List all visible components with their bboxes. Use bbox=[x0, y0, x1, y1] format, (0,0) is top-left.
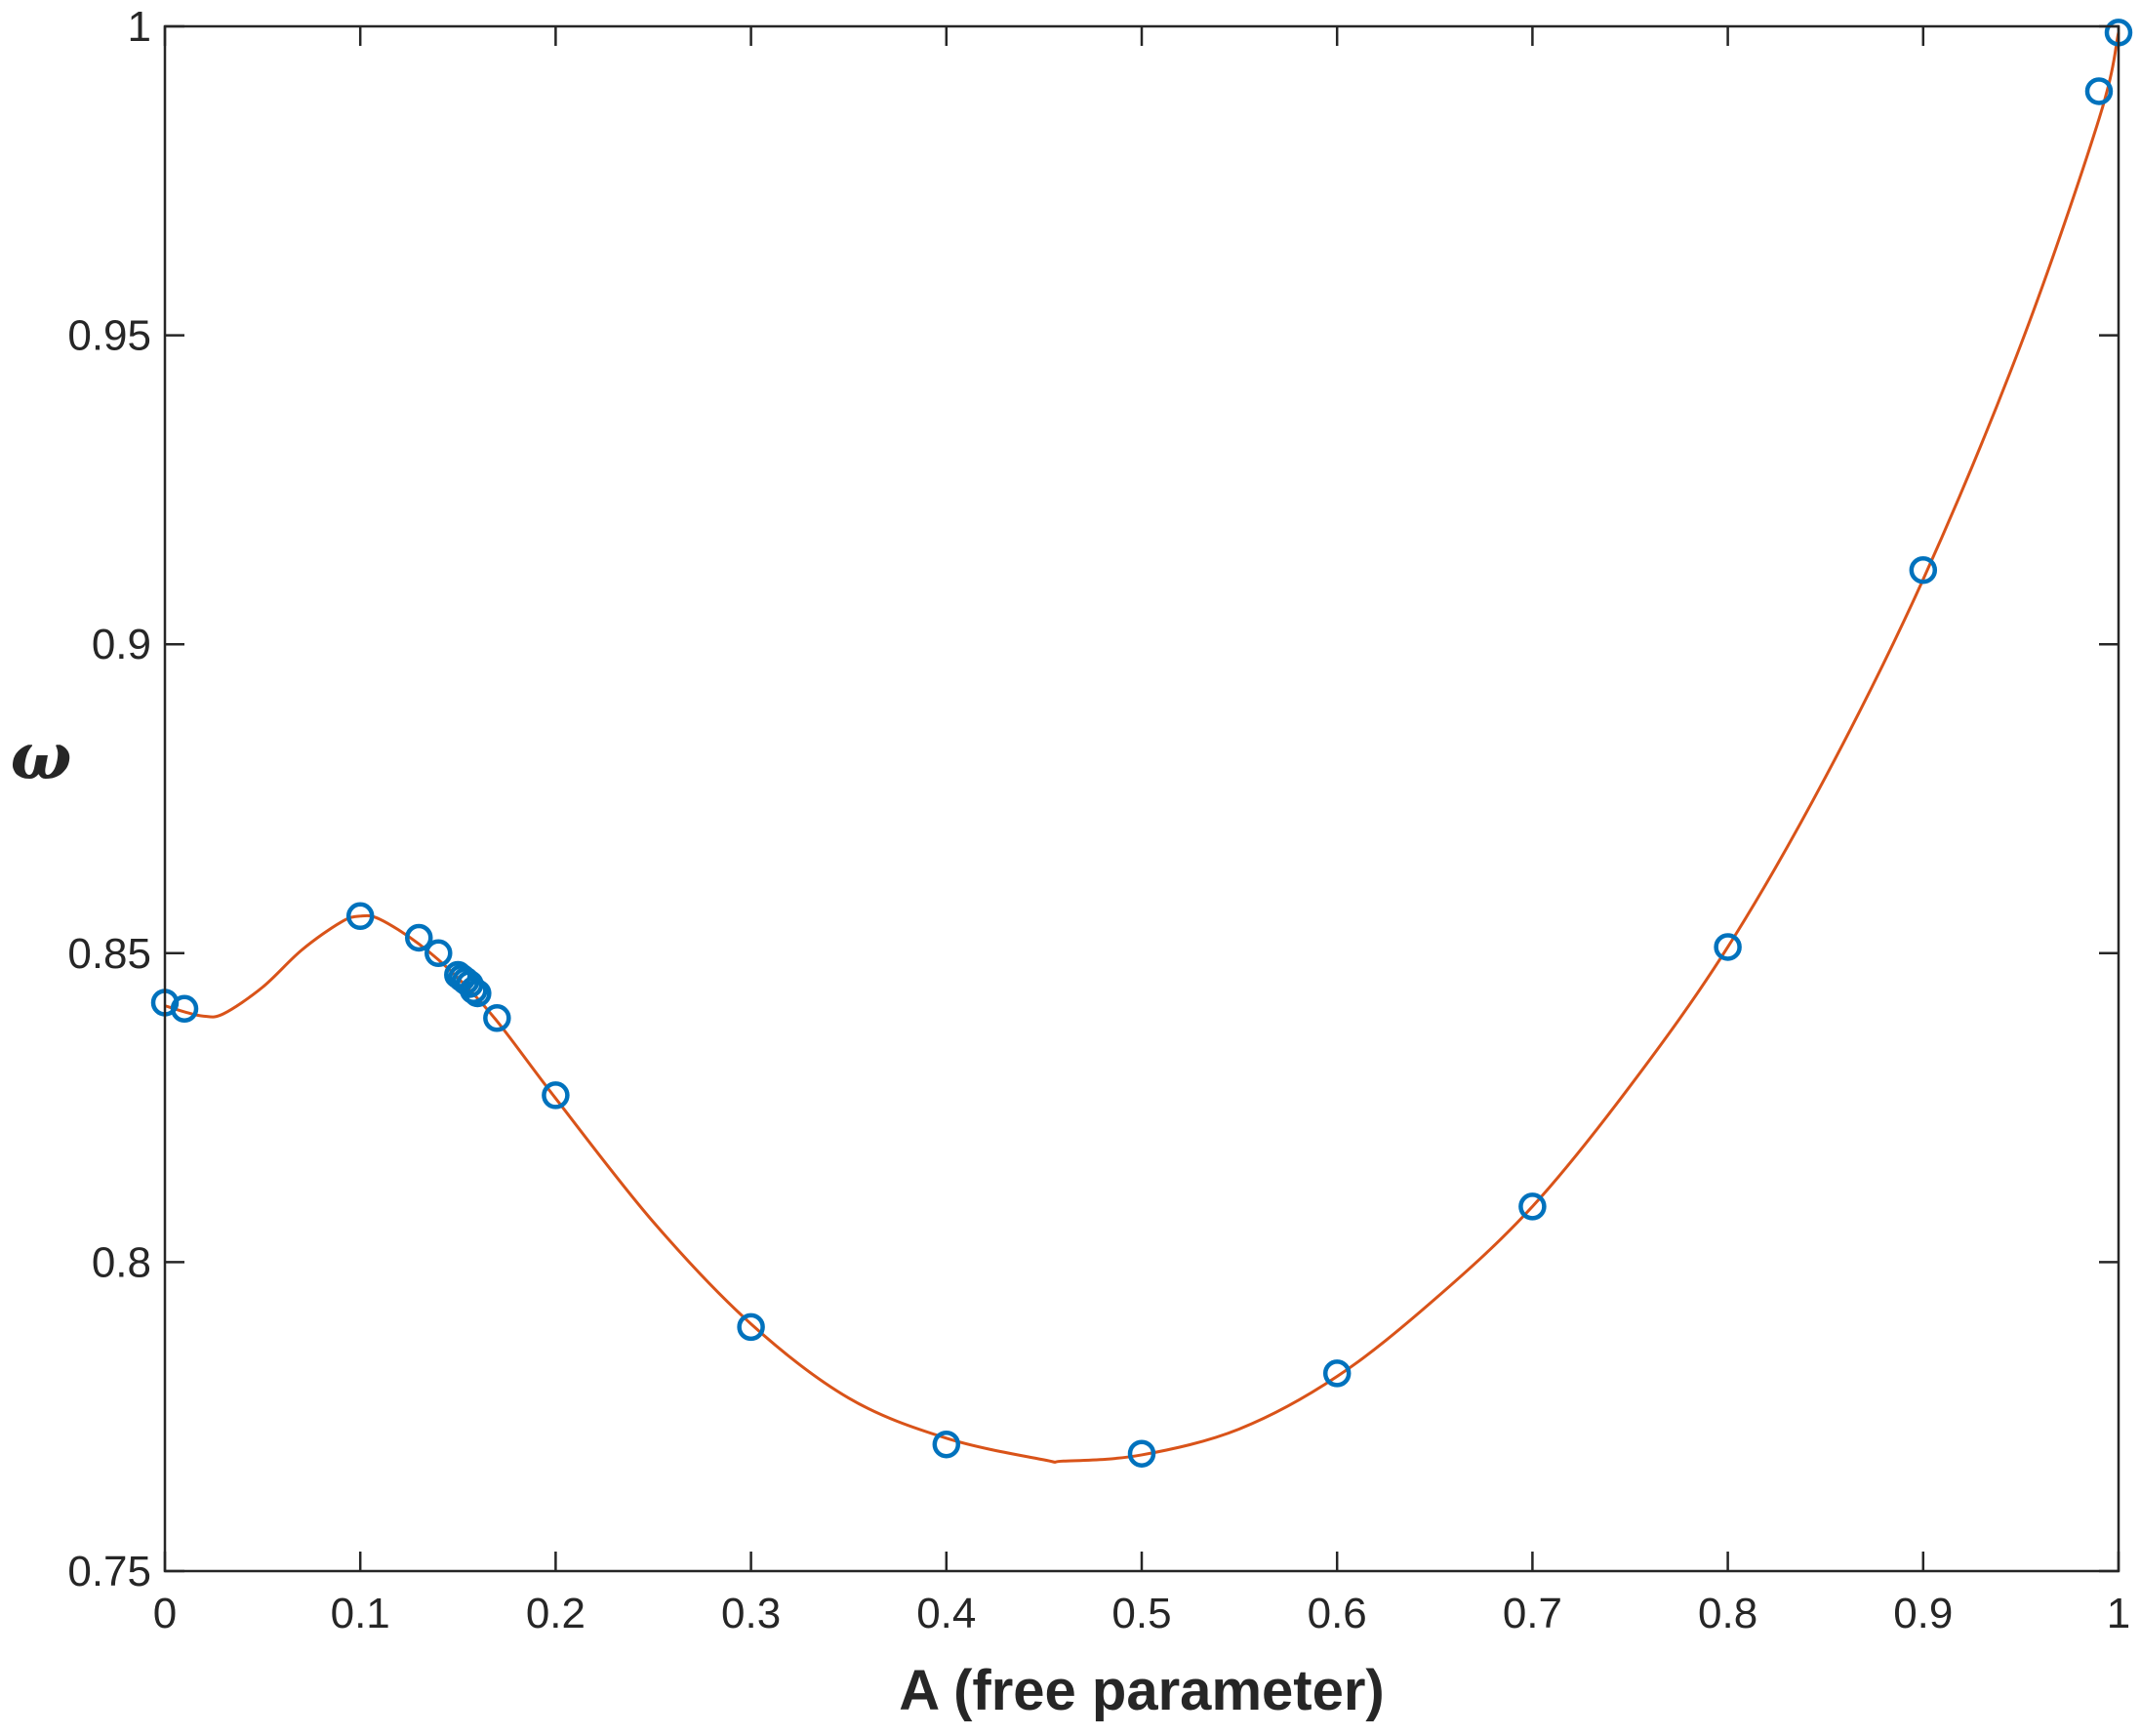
data-point bbox=[405, 923, 433, 952]
x-tick-label: 1 bbox=[2107, 1590, 2130, 1637]
data-point bbox=[345, 902, 375, 931]
x-tick-label: 0.6 bbox=[1308, 1590, 1367, 1637]
data-point bbox=[542, 1081, 570, 1110]
y-tick-label: 0.9 bbox=[92, 621, 151, 668]
data-point bbox=[1909, 555, 1938, 585]
data-point bbox=[2084, 77, 2114, 105]
x-tick-label: 0 bbox=[153, 1590, 177, 1637]
data-point bbox=[483, 1004, 511, 1032]
data-point bbox=[737, 1312, 765, 1342]
data-point bbox=[1322, 1359, 1352, 1388]
x-tick-label: 0.4 bbox=[916, 1590, 976, 1637]
data-point bbox=[170, 994, 199, 1024]
x-tick-label: 0.2 bbox=[526, 1590, 585, 1637]
x-axis-title: A (free parameter) bbox=[899, 1659, 1384, 1722]
data-point bbox=[464, 979, 492, 1008]
x-tick-labels: 0 0.1 0.2 0.3 0.4 0.5 0.6 0.7 0.8 0.9 1 bbox=[153, 1590, 2130, 1637]
x-tick-label: 0.7 bbox=[1503, 1590, 1562, 1637]
y-tick-label: 0.75 bbox=[67, 1548, 151, 1595]
plot-background bbox=[165, 26, 2119, 1571]
y-tick-label: 1 bbox=[128, 3, 151, 51]
y-tick-label: 0.8 bbox=[92, 1238, 151, 1286]
data-point bbox=[1518, 1192, 1547, 1221]
x-tick-label: 0.1 bbox=[331, 1590, 390, 1637]
x-tick-label: 0.9 bbox=[1893, 1590, 1953, 1637]
data-point bbox=[932, 1430, 961, 1459]
x-tick-label: 0.8 bbox=[1698, 1590, 1757, 1637]
data-point bbox=[1127, 1439, 1156, 1468]
data-markers bbox=[150, 19, 2133, 1468]
y-tick-label: 0.85 bbox=[67, 930, 151, 978]
data-point bbox=[1714, 933, 1742, 961]
x-tick-label: 0.5 bbox=[1111, 1590, 1171, 1637]
y-tick-label: 0.95 bbox=[67, 312, 151, 360]
data-point bbox=[460, 976, 488, 1005]
y-axis-title: ω bbox=[11, 718, 72, 794]
y-tick-labels: 0.75 0.8 0.85 0.9 0.95 1 bbox=[67, 3, 151, 1595]
x-tick-label: 0.3 bbox=[721, 1590, 781, 1637]
plot-frame bbox=[163, 24, 2120, 1573]
data-point bbox=[424, 939, 453, 968]
